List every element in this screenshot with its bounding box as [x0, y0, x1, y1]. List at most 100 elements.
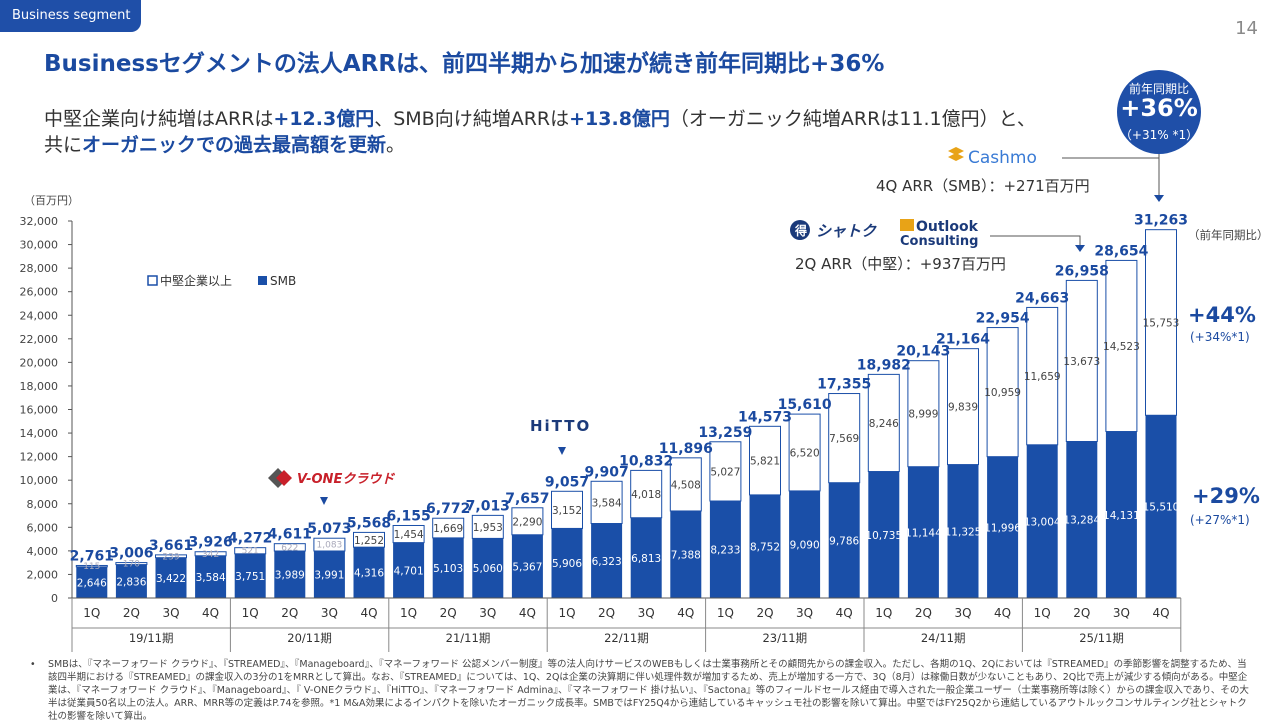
bar-mid — [313, 537, 346, 552]
vone-mark-icon — [276, 470, 292, 486]
bar-total-label: 18,982 — [857, 357, 911, 373]
outlook-logo-line1: Outlook — [916, 219, 979, 235]
bar-total-label: 7,657 — [505, 491, 549, 507]
bar-label-smb: 2,836 — [116, 576, 146, 588]
bar-label-smb: 11,144 — [905, 527, 942, 539]
bar-label-mid: 239 — [162, 552, 179, 562]
bar-smb — [551, 528, 583, 598]
outlook-logo-line2: Consulting — [900, 234, 978, 249]
bar-label-smb: 5,906 — [552, 558, 582, 570]
bar-label-mid: 8,999 — [908, 409, 938, 421]
x-tick-label: 4Q — [836, 606, 853, 620]
y-unit-label: （百万円） — [24, 194, 79, 207]
bar-smb — [195, 555, 227, 598]
bar-label-smb: 3,584 — [196, 572, 226, 584]
acquisition-midmarket-annotation: 得 シャトク Outlook Consulting 2Q ARR（中堅）：+93… — [790, 219, 1085, 273]
y-tick-label: 22,000 — [20, 333, 59, 346]
bar-total-label: 3,926 — [188, 535, 232, 551]
bar-mid — [194, 551, 227, 557]
bar-total-label: 11,896 — [659, 441, 713, 457]
bar-smb — [1026, 444, 1058, 598]
bar-label-mid: 5,821 — [750, 456, 780, 468]
bar-mid — [669, 457, 702, 512]
y-tick-label: 0 — [51, 592, 58, 605]
y-tick-label: 4,000 — [27, 545, 59, 558]
bar-smb — [432, 537, 464, 598]
footnote: • SMBは、『マネーフォワード クラウド』、『STREAMED』、『Manag… — [30, 658, 1250, 723]
bar-label-mid: 115 — [83, 562, 100, 572]
bar-total-label: 28,654 — [1094, 243, 1148, 259]
bar-smb — [709, 501, 741, 598]
yoy-header: （前年同期比） — [1188, 228, 1269, 242]
bar-total-label: 10,832 — [619, 453, 673, 469]
bar-label-mid: 3,584 — [592, 497, 622, 509]
bar-label-smb: 2,646 — [77, 577, 107, 589]
down-arrow-icon — [1075, 245, 1085, 252]
bar-mid — [392, 524, 425, 544]
bar-label-mid: 11,659 — [1024, 371, 1061, 383]
bar-smb — [353, 547, 385, 598]
chart-legend: 中堅企業以上 SMB — [147, 273, 296, 288]
x-tick-label: 4Q — [994, 606, 1011, 620]
legend-label-smb: SMB — [270, 274, 296, 288]
down-arrow-icon — [1154, 195, 1164, 202]
outlook-mark-icon — [900, 219, 914, 231]
bar-label-smb: 3,991 — [314, 569, 344, 581]
bar-total-label: 3,661 — [149, 538, 193, 554]
lower-yoy-value: +29% — [1192, 484, 1260, 508]
bar-label-smb: 13,004 — [1024, 516, 1061, 528]
bar-total-label: 14,573 — [738, 409, 792, 425]
bar-mid — [907, 360, 940, 468]
outlook-note: 2Q ARR（中堅）：+937百万円 — [795, 255, 1006, 273]
period-label: 22/11期 — [604, 631, 649, 645]
bar-mid — [788, 413, 821, 492]
bar-label-smb: 13,284 — [1063, 515, 1100, 527]
bar-total-label: 20,143 — [896, 344, 950, 360]
bar-label-mid: 3,152 — [552, 505, 582, 517]
bar-total-label: 24,663 — [1015, 290, 1069, 306]
upper-yoy-value: +44% — [1188, 303, 1256, 327]
bar-smb — [947, 464, 979, 598]
bar-smb — [472, 538, 504, 598]
bar-mid — [590, 480, 623, 525]
bar-total-label: 6,155 — [386, 508, 430, 524]
bar-label-mid: 4,508 — [671, 479, 701, 491]
bar-label-mid: 14,523 — [1103, 341, 1140, 353]
bar-mid — [234, 547, 267, 555]
summary-highlight: +12.3億円 — [273, 108, 375, 130]
bar-smb — [115, 564, 147, 598]
bar-label-mid: 7,569 — [829, 433, 859, 445]
outlook-connector-line — [990, 235, 1081, 246]
bar-smb — [591, 523, 623, 598]
bar-label-smb: 4,701 — [394, 565, 424, 577]
y-tick-label: 32,000 — [20, 215, 59, 228]
lower-yoy-organic: (+27%*1) — [1190, 513, 1250, 527]
x-tick-label: 3Q — [162, 606, 179, 620]
bar-mid — [828, 393, 861, 484]
x-tick-label: 4Q — [677, 606, 694, 620]
yoy-badge-value: +36% — [1120, 94, 1198, 122]
hitto-logo-text: HiTTO — [530, 417, 591, 435]
bar-total-label: 3,006 — [109, 546, 153, 562]
bar-smb — [868, 471, 900, 598]
bar-label-smb: 3,751 — [235, 571, 265, 583]
x-tick-label: 1Q — [1034, 606, 1051, 620]
bar-label-smb: 6,813 — [631, 553, 661, 565]
bar-label-smb: 5,367 — [512, 561, 542, 573]
shatoku-mark-char: 得 — [794, 223, 807, 238]
bar-smb — [789, 490, 821, 598]
bar-label-smb: 7,388 — [671, 549, 701, 561]
bar-label-mid: 342 — [202, 550, 219, 560]
x-tick-label: 4Q — [519, 606, 536, 620]
yoy-badge-organic: （+31% *1） — [1119, 128, 1199, 142]
bar-total-label: 15,610 — [778, 397, 832, 413]
bar-label-mid: 1,454 — [394, 529, 424, 541]
yoy-badge-label: 前年同期比 — [1128, 82, 1189, 96]
bar-label-smb: 3,989 — [275, 570, 305, 582]
period-label: 21/11期 — [446, 631, 491, 645]
page-number: 14 — [1235, 18, 1258, 39]
bar-label-mid: 13,673 — [1063, 356, 1100, 368]
bar-label-mid: 6,520 — [790, 448, 820, 460]
summary-text: （オーガニック純増ARRは11.1億円）と、 — [669, 108, 1036, 130]
bar-smb — [1145, 415, 1177, 598]
